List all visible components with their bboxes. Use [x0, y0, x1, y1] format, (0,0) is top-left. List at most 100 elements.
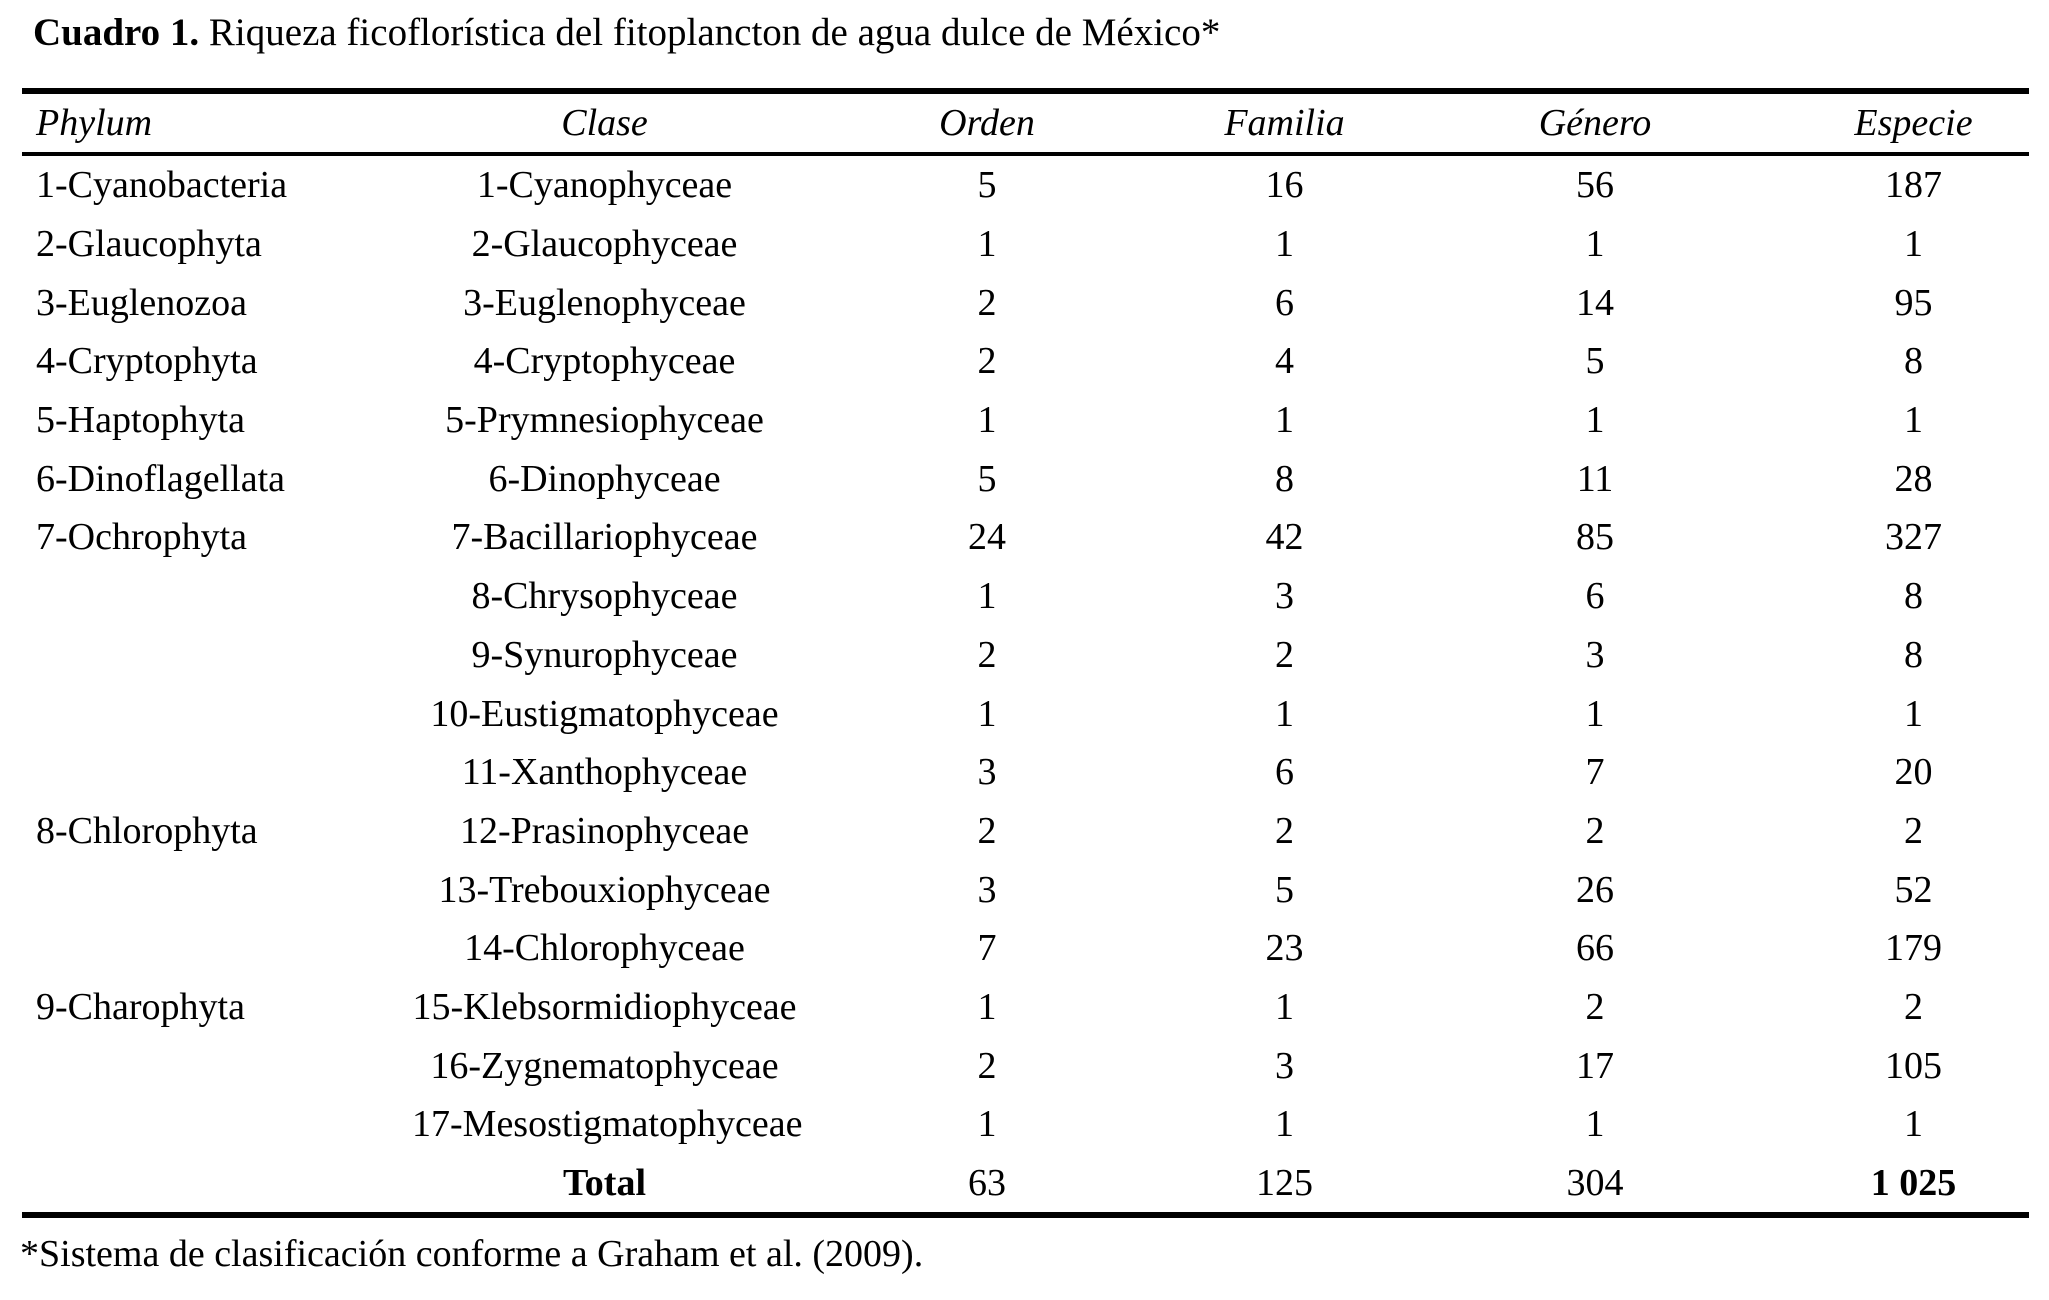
- cell-phylum: 5-Haptophyta: [36, 399, 245, 442]
- cell-genero: 1: [1585, 692, 1605, 735]
- cell-clase: 3-Euglenophyceae: [463, 281, 746, 324]
- cell-genero: 85: [1576, 516, 1614, 559]
- cell-familia: 6: [1275, 751, 1294, 794]
- cell-orden: 3: [977, 751, 997, 794]
- cell-orden: 2: [977, 1044, 997, 1087]
- cell-familia: 1: [1275, 1103, 1294, 1146]
- cell-familia: 1: [1275, 223, 1294, 266]
- column-header-phylum: Phylum: [36, 102, 153, 144]
- table-row: 10-Eustigmatophyceae 1 1 1 1: [22, 684, 2029, 743]
- cell-familia: 3: [1275, 575, 1294, 618]
- cell-especie: 1: [1904, 399, 1923, 442]
- cell-clase: 7-Bacillariophyceae: [451, 516, 758, 559]
- caption-number: Cuadro 1.: [33, 11, 200, 54]
- table-row: 16-Zygnematophyceae 2 3 17 105: [22, 1036, 2029, 1095]
- cell-orden: 1: [977, 223, 997, 266]
- table-row: 3-Euglenozoa 3-Euglenophyceae 2 6 14 95: [22, 273, 2029, 332]
- cell-especie: 1: [1904, 1103, 1923, 1146]
- cell-familia: 1: [1275, 692, 1294, 735]
- cell-especie: 8: [1904, 633, 1923, 676]
- richness-table: Phylum Clase Orden Familia Género Especi…: [22, 88, 2029, 1219]
- cell-clase: 12-Prasinophyceae: [459, 809, 750, 852]
- cell-especie: 2: [1904, 985, 1923, 1028]
- cell-genero: 1: [1585, 399, 1605, 442]
- cell-clase: 8-Chrysophyceae: [471, 575, 738, 618]
- cell-genero: 5: [1585, 340, 1605, 383]
- cell-especie: 8: [1904, 575, 1923, 618]
- cell-especie: 28: [1894, 457, 1933, 500]
- cell-clase: 15-Klebsormidiophyceae: [412, 985, 797, 1028]
- cell-especie: 1: [1904, 223, 1923, 266]
- cell-genero: 11: [1576, 457, 1614, 500]
- table-row: 9-Synurophyceae 2 2 3 8: [22, 626, 2029, 685]
- cell-clase: 10-Eustigmatophyceae: [430, 692, 779, 735]
- table-total-row: Total 63 125 304 1 025: [22, 1154, 2029, 1213]
- cell-orden: 1: [977, 399, 997, 442]
- table-row: 7-Ochrophyta 7-Bacillariophyceae 24 42 8…: [22, 508, 2029, 567]
- cell-orden: 3: [977, 868, 997, 911]
- cell-orden: 1: [977, 575, 997, 618]
- cell-clase: 17-Mesostigmatophyceae: [412, 1103, 803, 1146]
- cell-especie: 327: [1885, 516, 1942, 559]
- table-header-row: Phylum Clase Orden Familia Género Especi…: [22, 94, 2029, 156]
- table-row: 9-Charophyta 15-Klebsormidiophyceae 1 1 …: [22, 978, 2029, 1037]
- cell-especie: 105: [1885, 1044, 1942, 1087]
- cell-phylum: 9-Charophyta: [36, 985, 245, 1028]
- total-cell-especie: 1 025: [1870, 1162, 1957, 1205]
- cell-familia: 2: [1275, 633, 1294, 676]
- cell-genero: 26: [1576, 868, 1614, 911]
- total-cell-genero: 304: [1566, 1162, 1624, 1205]
- cell-genero: 14: [1576, 281, 1614, 324]
- table-row: 8-Chrysophyceae 1 3 6 8: [22, 567, 2029, 626]
- cell-familia: 16: [1265, 164, 1304, 207]
- cell-familia: 5: [1275, 868, 1294, 911]
- cell-familia: 42: [1265, 516, 1304, 559]
- cell-familia: 4: [1275, 340, 1294, 383]
- table-row: 17-Mesostigmatophyceae 1 1 1 1: [22, 1095, 2029, 1154]
- table-row: 1-Cyanobacteria 1-Cyanophyceae 5 16 56 1…: [22, 156, 2029, 215]
- cell-clase: 13-Trebouxiophyceae: [438, 868, 771, 911]
- cell-phylum: 3-Euglenozoa: [36, 281, 248, 324]
- cell-phylum: 4-Cryptophyta: [36, 340, 258, 383]
- table-row: 5-Haptophyta 5-Prymnesiophyceae 1 1 1 1: [22, 391, 2029, 450]
- column-header-clase: Clase: [561, 102, 648, 144]
- cell-genero: 56: [1576, 164, 1614, 207]
- cell-genero: 66: [1576, 927, 1614, 970]
- table-footnote: *Sistema de clasificación conforme a Gra…: [20, 1233, 924, 1275]
- cell-phylum: 8-Chlorophyta: [36, 809, 258, 852]
- cell-especie: 187: [1885, 164, 1942, 207]
- cell-phylum: 6-Dinoflagellata: [36, 457, 286, 500]
- cell-genero: 3: [1585, 633, 1605, 676]
- cell-especie: 20: [1894, 751, 1933, 794]
- cell-familia: 2: [1275, 809, 1294, 852]
- cell-especie: 95: [1894, 281, 1933, 324]
- cell-familia: 6: [1275, 281, 1294, 324]
- cell-especie: 2: [1904, 809, 1923, 852]
- cell-orden: 1: [977, 985, 997, 1028]
- column-header-especie: Especie: [1854, 102, 1973, 144]
- total-cell-orden: 63: [968, 1162, 1006, 1205]
- cell-clase: 5-Prymnesiophyceae: [445, 399, 764, 442]
- cell-familia: 8: [1275, 457, 1294, 500]
- column-header-familia: Familia: [1224, 102, 1345, 144]
- cell-familia: 23: [1265, 927, 1304, 970]
- table-caption: Cuadro 1. Riqueza ficoflorística del fit…: [33, 8, 1220, 58]
- cell-phylum: 7-Ochrophyta: [36, 516, 248, 559]
- cell-genero: 17: [1576, 1044, 1614, 1087]
- cell-clase: 6-Dinophyceae: [488, 457, 721, 500]
- cell-genero: 1: [1585, 223, 1605, 266]
- table-row: 6-Dinoflagellata 6-Dinophyceae 5 8 11 28: [22, 449, 2029, 508]
- table-row: 4-Cryptophyta 4-Cryptophyceae 2 4 5 8: [22, 332, 2029, 391]
- cell-genero: 6: [1585, 575, 1605, 618]
- cell-clase: 9-Synurophyceae: [471, 633, 738, 676]
- cell-orden: 2: [977, 281, 997, 324]
- column-header-genero: Género: [1538, 102, 1652, 144]
- cell-orden: 1: [977, 692, 997, 735]
- cell-genero: 7: [1585, 751, 1605, 794]
- cell-especie: 52: [1894, 868, 1933, 911]
- cell-genero: 2: [1585, 809, 1605, 852]
- cell-familia: 1: [1275, 399, 1294, 442]
- cell-orden: 2: [977, 633, 997, 676]
- cell-clase: 16-Zygnematophyceae: [430, 1044, 779, 1087]
- cell-orden: 24: [968, 516, 1006, 559]
